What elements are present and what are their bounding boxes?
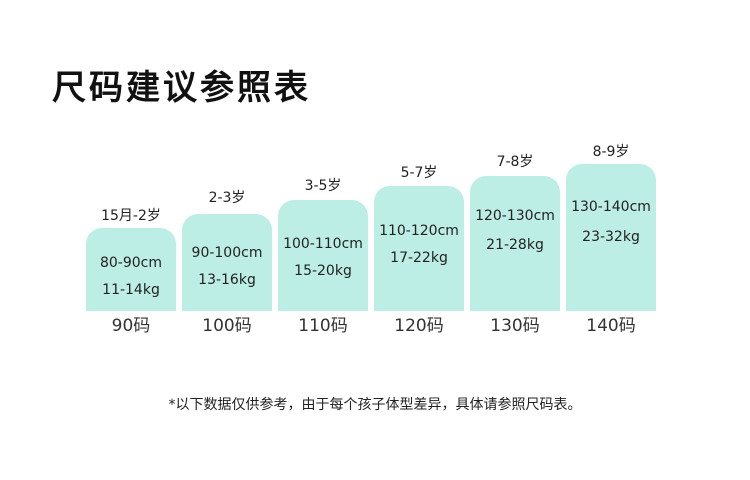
height-range: 130-140cm	[571, 199, 651, 215]
height-range: 100-110cm	[283, 236, 363, 252]
size-column-90: 15月-2岁 80-90cm 11-14kg 90码	[86, 0, 176, 480]
size-bar	[566, 164, 656, 311]
size-label: 120码	[394, 316, 444, 336]
page-title: 尺码建议参照表	[52, 68, 311, 108]
size-label: 110码	[298, 316, 348, 336]
size-column-140: 8-9岁 130-140cm 23-32kg 140码	[566, 0, 656, 480]
size-column-100: 2-3岁 90-100cm 13-16kg 100码	[182, 0, 272, 480]
weight-range: 23-32kg	[582, 229, 640, 245]
size-label: 130码	[490, 316, 540, 336]
age-label: 15月-2岁	[101, 208, 161, 224]
size-label: 90码	[111, 316, 151, 336]
weight-range: 15-20kg	[294, 263, 352, 279]
height-range: 90-100cm	[191, 245, 263, 261]
size-bar	[86, 228, 176, 311]
weight-range: 17-22kg	[390, 250, 448, 266]
footnote: *以下数据仅供参考，由于每个孩子体型差异，具体请参照尺码表。	[168, 397, 582, 413]
weight-range: 13-16kg	[198, 272, 256, 288]
size-column-110: 3-5岁 100-110cm 15-20kg 110码	[278, 0, 368, 480]
size-bar	[470, 176, 560, 311]
age-label: 8-9岁	[592, 144, 630, 160]
height-range: 120-130cm	[475, 208, 555, 224]
size-label: 100码	[202, 316, 252, 336]
age-label: 5-7岁	[400, 165, 438, 181]
size-column-130: 7-8岁 120-130cm 21-28kg 130码	[470, 0, 560, 480]
height-range: 80-90cm	[99, 255, 162, 271]
age-label: 7-8岁	[496, 154, 534, 170]
weight-range: 21-28kg	[486, 237, 544, 253]
weight-range: 11-14kg	[102, 282, 160, 298]
size-bar	[278, 200, 368, 311]
size-bar	[374, 186, 464, 311]
height-range: 110-120cm	[379, 223, 459, 239]
size-label: 140码	[586, 316, 636, 336]
age-label: 2-3岁	[208, 190, 246, 206]
size-bar	[182, 214, 272, 311]
size-column-120: 5-7岁 110-120cm 17-22kg 120码	[374, 0, 464, 480]
age-label: 3-5岁	[304, 178, 342, 194]
